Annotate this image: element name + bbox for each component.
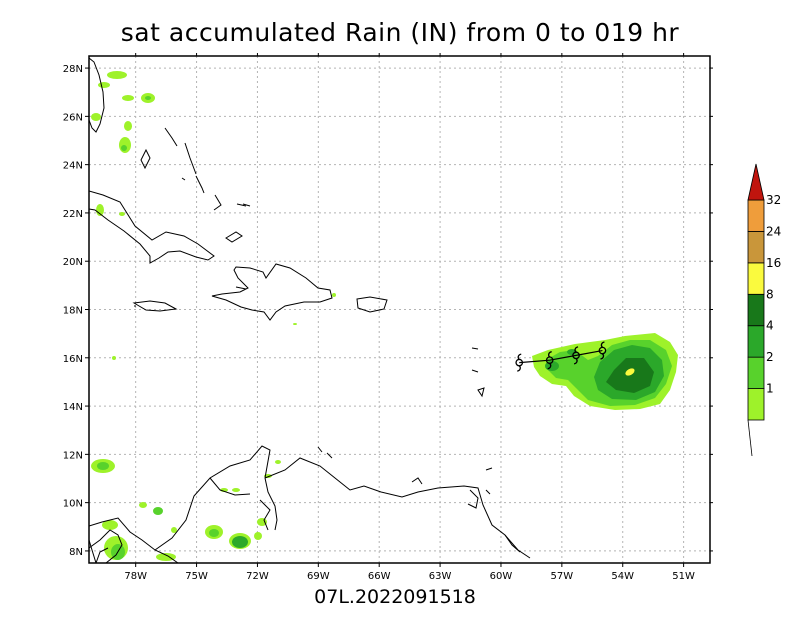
coast-hispaniola (211, 263, 333, 321)
coast-bahamas-inagua (213, 194, 222, 211)
coast-antigua (471, 347, 479, 350)
colorbar-level-label: 4 (766, 319, 774, 333)
coast-dominica (477, 387, 485, 398)
lon-tick-label: 75W (185, 571, 208, 582)
lat-tick-label: 24N (63, 161, 83, 172)
coast-venezuela (264, 457, 531, 559)
coast-curacao (326, 452, 333, 459)
storm-rain-core (625, 368, 635, 376)
lon-tick-label: 72W (246, 571, 269, 582)
coast-bahamas-abaco (164, 127, 178, 147)
lat-tick-label: 18N (63, 306, 83, 317)
coast-bahamas-andros (140, 148, 151, 170)
lon-tick-label: 66W (368, 571, 391, 582)
storm-id-label: 07L.2022091518 (314, 586, 476, 608)
colorbar-segment (747, 293, 765, 327)
lon-tick-label: 57W (551, 571, 574, 582)
lon-tick-label: 78W (124, 571, 147, 582)
colorbar-level-label: 32 (766, 193, 781, 207)
coast-aruba (317, 446, 323, 453)
lon-tick-label: 63W (429, 571, 452, 582)
colorbar-top-arrow (747, 163, 765, 201)
colorbar-bottom-tail (747, 419, 753, 457)
coast-bahamas-small (181, 177, 186, 181)
coast-darien (95, 547, 109, 563)
tropical-storm-symbol (515, 353, 524, 372)
colorbar-segment (747, 199, 765, 232)
coast-puerto-rico (356, 296, 388, 313)
lat-tick-label: 26N (63, 112, 83, 123)
storm-track-line (519, 349, 603, 364)
lon-tick-label: 69W (307, 571, 330, 582)
coast-bahamas-small-2 (242, 203, 251, 207)
coastlines (89, 57, 531, 563)
coast-panama (89, 529, 123, 563)
coast-cuba (89, 190, 215, 264)
storm-rain-very-heavy (606, 358, 654, 393)
lon-tick-label: 51W (672, 571, 695, 582)
colorbar-level-label: 2 (766, 350, 774, 364)
storm-track (515, 341, 607, 372)
colorbar-segment (747, 325, 765, 358)
lat-tick-label: 8N (69, 547, 83, 558)
coast-florida (89, 57, 105, 133)
lat-tick-label: 22N (63, 209, 83, 220)
axis-ticks: 78W 75W 72W 69W 66W 63W 60W 57W 54W 51W 8N 10N 12N 14… (63, 53, 713, 582)
coast-margarita (411, 477, 423, 485)
coast-haiti-island (235, 286, 247, 290)
lon-tick-label: 60W (490, 571, 513, 582)
coast-guadeloupe (471, 369, 479, 373)
lat-tick-label: 16N (63, 354, 83, 365)
coast-trinidad (467, 489, 479, 509)
colorbar-segment (747, 388, 765, 421)
colorbar-level-label: 1 (766, 382, 774, 396)
lat-tick-label: 12N (63, 450, 83, 461)
coast-bahamas-long (195, 175, 205, 194)
coast-colombia-lake (209, 477, 251, 496)
colorbar-level-label: 8 (766, 287, 774, 301)
lat-tick-label: 20N (63, 257, 83, 268)
coast-colombia-north (154, 445, 271, 551)
colorbar-level-label: 16 (766, 256, 781, 270)
coast-bahamas-caicos (236, 203, 247, 207)
colorbar-level-label: 24 (766, 224, 781, 238)
coast-tobago (485, 489, 491, 495)
lon-tick-label: 54W (611, 571, 634, 582)
coast-bahamas-eleuthera (184, 142, 197, 175)
colorbar-segment (747, 356, 765, 389)
coast-guajira (259, 499, 271, 531)
rain-bahamas (91, 71, 336, 360)
coast-navassa (225, 231, 243, 243)
coast-guyana (504, 534, 521, 553)
lat-tick-label: 14N (63, 402, 83, 413)
colorbar-segment (747, 231, 765, 264)
rain-field (91, 71, 678, 561)
grid-lines (89, 56, 710, 563)
rain-southwest (91, 459, 281, 561)
tropical-storm-symbol (572, 346, 580, 365)
lat-tick-label: 10N (63, 499, 83, 510)
coast-venezuela-gulf (264, 477, 278, 531)
tropical-storm-symbol (545, 351, 554, 370)
coast-jamaica (132, 300, 178, 312)
map-title: sat accumulated Rain (IN) from 0 to 019 … (120, 18, 680, 47)
tropical-storm-symbol (598, 341, 607, 360)
coast-central-america (89, 539, 97, 563)
colorbar-segment (747, 262, 765, 295)
coast-colombia (89, 517, 179, 563)
lat-tick-label: 28N (63, 64, 83, 75)
coast-grenada (485, 467, 493, 471)
